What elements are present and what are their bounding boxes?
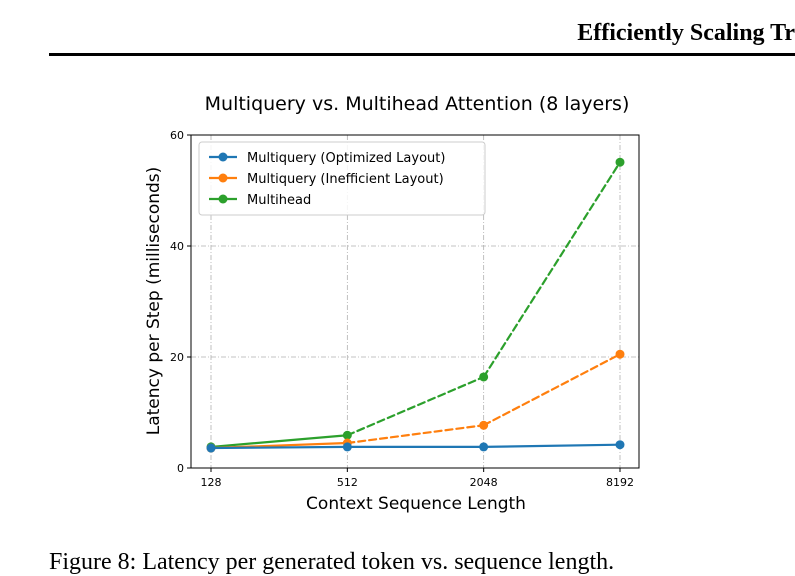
legend: Multiquery (Optimized Layout) Multiquery … [198, 141, 486, 216]
series-1-point-3 [615, 349, 625, 359]
legend-box [198, 141, 486, 216]
y-tick-label-1: 20 [170, 351, 184, 364]
legend-swatch-marker-2 [218, 194, 228, 204]
axis-ticks: 128 512 2048 8192 0 20 40 60 [170, 129, 634, 489]
series-0-point-2 [479, 442, 489, 452]
series-0-point-1 [342, 442, 352, 452]
x-tick-label-2: 2048 [470, 476, 498, 489]
y-tick-label-2: 40 [170, 240, 184, 253]
legend-label-2: Multihead [247, 193, 311, 208]
series-2-point-3 [615, 157, 625, 167]
series-2-segment-1 [346, 375, 485, 437]
latency-line-chart: Multiquery vs. Multihead Attention (8 la… [144, 93, 640, 514]
x-tick-label-3: 8192 [606, 476, 634, 489]
series-1 [206, 349, 625, 453]
series-2-segment-0 [209, 434, 349, 449]
legend-entry-2: Multihead [209, 193, 311, 208]
figure-caption: Figure 8: Latency per generated token vs… [49, 549, 615, 575]
legend-label-0: Multiquery (Optimized Layout) [247, 151, 445, 166]
series-0-point-0 [206, 443, 216, 453]
y-tick-label-3: 60 [170, 129, 184, 142]
series-1-point-2 [479, 420, 489, 430]
y-tick-label-0: 0 [177, 462, 184, 475]
x-tick-label-0: 128 [201, 476, 222, 489]
series-0-point-3 [615, 440, 625, 450]
y-axis-label: Latency per Step (milliseconds) [144, 167, 164, 436]
series-0-segment-2 [482, 443, 622, 449]
series-2-segment-2 [482, 161, 622, 379]
series-1-segment-1 [346, 424, 485, 445]
x-axis-label: Context Sequence Length [306, 494, 526, 514]
legend-label-1: Multiquery (Inefficient Layout) [247, 172, 444, 187]
series-lines [206, 157, 625, 453]
legend-swatch-marker-0 [218, 152, 228, 162]
series-0 [206, 440, 625, 453]
legend-entry-1: Multiquery (Inefficient Layout) [209, 172, 444, 187]
series-0-segment-0 [209, 445, 349, 450]
chart-title: Multiquery vs. Multihead Attention (8 la… [205, 93, 630, 115]
running-head-title: Efficiently Scaling Tr [577, 20, 795, 46]
series-1-segment-2 [482, 353, 622, 427]
x-tick-label-1: 512 [337, 476, 358, 489]
series-2-point-2 [479, 372, 489, 382]
header-rule [49, 53, 795, 56]
plot-area-frame [190, 134, 640, 469]
legend-entry-0: Multiquery (Optimized Layout) [209, 151, 445, 166]
legend-swatch-marker-1 [218, 173, 228, 183]
series-2-point-1 [342, 430, 352, 440]
